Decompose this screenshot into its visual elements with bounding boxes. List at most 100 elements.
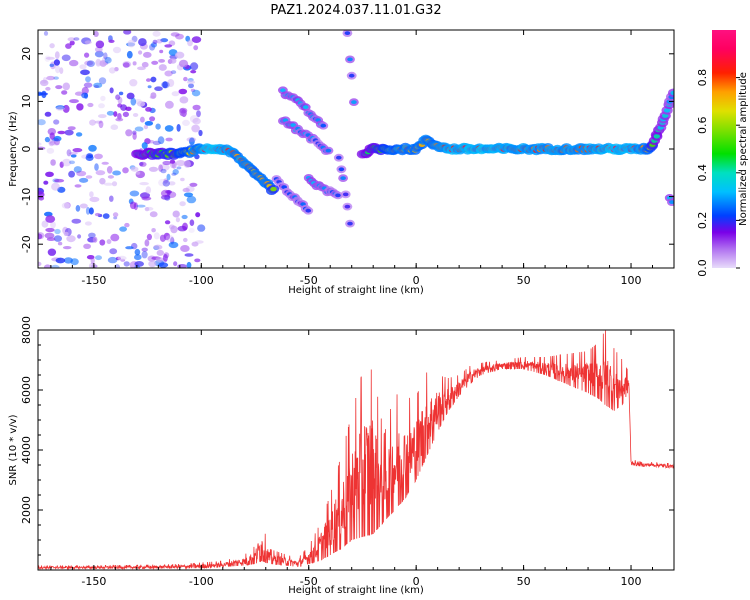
noise-blob [76, 103, 84, 111]
spectrogram-x-axis-label: Height of straight line (km) [288, 285, 424, 296]
noise-blob [152, 30, 161, 37]
noise-blob [113, 111, 118, 117]
noise-blob [110, 124, 119, 130]
noise-blob [125, 129, 133, 137]
noise-blob [38, 91, 43, 96]
noise-blob [98, 120, 104, 129]
noise-blob [129, 201, 137, 210]
noise-blob [160, 189, 171, 197]
spectrogram-x-tick-label: -150 [81, 274, 106, 287]
noise-blob [163, 178, 169, 184]
noise-blob [108, 39, 115, 43]
noise-blob [197, 224, 206, 232]
noise-blob [170, 32, 180, 37]
branch-4-point [348, 73, 355, 78]
noise-blob [83, 243, 91, 249]
noise-blob [162, 254, 168, 262]
noise-blob [145, 107, 152, 112]
branch-5-point [340, 176, 346, 181]
noise-blob [62, 246, 72, 250]
noise-blob [191, 89, 201, 97]
noise-blob [186, 195, 197, 204]
branch-0-point [320, 123, 327, 128]
noise-blob [138, 50, 143, 55]
chart-title: PAZ1.2024.037.11.01.G32 [270, 3, 441, 18]
noise-blob [49, 43, 55, 49]
noise-blob [112, 170, 121, 176]
noise-blob [153, 244, 163, 250]
noise-blob [122, 62, 130, 68]
noise-blob [186, 80, 195, 85]
branch-0-point [302, 105, 309, 110]
noise-blob [167, 79, 175, 87]
noise-blob [191, 124, 200, 133]
noise-blob [173, 261, 178, 267]
noise-blob [59, 161, 64, 168]
noise-blob [153, 232, 160, 240]
noise-blob [84, 60, 93, 66]
noise-blob [140, 116, 145, 123]
noise-blob [100, 95, 106, 102]
noise-blob [151, 228, 156, 233]
noise-blob [106, 166, 113, 174]
colorbar-ticks: 0.0 0.2 0.4 0.6 0.8 [696, 69, 740, 277]
noise-blob [198, 129, 203, 137]
noise-blob [109, 87, 114, 94]
noise-blob [38, 142, 42, 146]
noise-blob [134, 254, 142, 261]
noise-blob [65, 43, 72, 49]
noise-blob [122, 111, 129, 118]
noise-blob [101, 161, 109, 165]
noise-blob [81, 86, 89, 95]
noise-blob [74, 184, 82, 188]
noise-blob [80, 69, 90, 76]
noise-blob [168, 49, 178, 56]
noise-blob [150, 92, 157, 99]
noise-blob [88, 207, 94, 215]
noise-blob [59, 67, 64, 74]
noise-blob [126, 50, 133, 59]
noise-blob [119, 226, 127, 232]
branch-4-point [344, 31, 351, 35]
noise-blob [38, 119, 46, 126]
noise-blob [55, 105, 65, 110]
noise-blob [89, 119, 96, 126]
noise-blob [138, 38, 147, 47]
noise-blob [79, 177, 89, 183]
noise-blob [73, 37, 80, 41]
noise-blob [106, 239, 112, 245]
noise-blob [159, 234, 166, 242]
noise-blob [183, 237, 188, 243]
noise-blob [104, 56, 112, 64]
noise-blob [107, 256, 118, 264]
noise-blob [148, 166, 159, 172]
noise-blob [189, 115, 199, 123]
noise-blob [99, 177, 106, 185]
colorbar-label: Normalized spectral amplitude [738, 72, 749, 226]
noise-blob [85, 154, 94, 161]
noise-blob [69, 160, 75, 165]
noise-blob [75, 205, 81, 212]
noise-blob [158, 64, 167, 71]
noise-blob [176, 124, 181, 132]
noise-blob [170, 225, 178, 234]
noise-blob [69, 40, 75, 46]
snr-x-tick-label: 100 [621, 575, 642, 588]
spectrogram-x-tick-label: 0 [413, 274, 420, 287]
noise-blob [77, 234, 82, 239]
noise-blob [184, 253, 194, 257]
noise-blob [196, 110, 201, 118]
noise-blob [179, 107, 188, 114]
noise-blob [188, 228, 195, 233]
noise-blob [55, 257, 66, 264]
noise-blob [50, 159, 56, 166]
noise-blob [90, 257, 95, 265]
noise-blob [194, 240, 204, 244]
noise-blob [146, 233, 152, 241]
noise-blob [94, 153, 103, 160]
noise-blob [54, 51, 60, 59]
noise-blob [62, 82, 70, 91]
noise-blob [57, 130, 66, 135]
noise-blob [194, 258, 201, 263]
